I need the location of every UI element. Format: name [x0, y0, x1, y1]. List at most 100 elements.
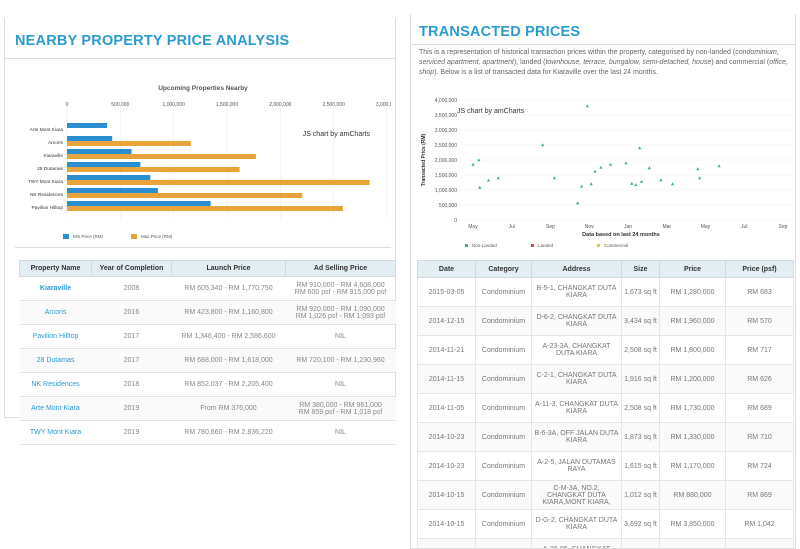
address-cell: C-2-1, CHANGKAT DUTA KIARA	[531, 364, 622, 394]
bar-max	[67, 141, 191, 146]
date-cell: 2014-10-07	[417, 538, 476, 548]
x-tick-label: 500,000	[111, 102, 129, 108]
table-row[interactable]: 28 Dutamas 2017 RM 688,000 - RM 1,618,000 R…	[19, 348, 396, 373]
ad-selling-price-cell: RM 720,100 - RM 1,230,960	[285, 348, 396, 373]
property-name-link[interactable]: Arcoris	[19, 300, 92, 325]
table-row[interactable]: Arte Mont Kiara 2019 From RM 376,000 RM 380…	[19, 396, 396, 421]
price-cell: RM 1,800,000	[659, 335, 726, 365]
category-cell: Condominium	[475, 451, 532, 481]
property-name-link[interactable]: Kiaraville	[19, 276, 92, 301]
size-cell: 1,873 sq ft	[621, 422, 660, 452]
y-tick-label: 500,000	[439, 203, 457, 209]
property-name-link[interactable]: Pavilion Hilltop	[19, 324, 92, 349]
data-point	[717, 164, 721, 168]
table-row[interactable]: Pavilion Hilltop 2017 RM 1,346,400 - RM 2,…	[19, 324, 396, 349]
year-cell: 2017	[91, 324, 172, 349]
panel-title: TRANSACTED PRICES	[419, 24, 581, 40]
y-category-label: Kiaraville	[44, 153, 64, 159]
bar-max	[67, 180, 370, 185]
data-point	[579, 184, 584, 188]
transactions-table: Date Category Address Size Price Price (psf) …	[417, 260, 794, 548]
column-header[interactable]: Year of Completion	[91, 260, 172, 277]
launch-price-cell: From RM 376,000	[171, 396, 286, 421]
price-psf-cell: RM 710	[725, 422, 794, 452]
column-header[interactable]: Category	[475, 260, 532, 278]
bar-chart-svg: Upcoming Properties Nearby 0 500,000 1,000,…	[28, 85, 398, 239]
data-point	[486, 178, 491, 182]
x-tick-label: May	[701, 224, 711, 230]
table-row: 2014-10-15 Condominium D-G-2, CHANGKAT DUT…	[417, 509, 794, 539]
column-header[interactable]: Address	[531, 260, 622, 278]
x-tick-label: Jul	[741, 224, 747, 230]
table-row[interactable]: TWY Mont Kiara 2019 RM 780,660 - RM 2,836,…	[19, 420, 396, 445]
x-tick-label: Sep	[779, 224, 788, 230]
data-point	[698, 176, 702, 180]
address-cell: A-2-5, JALAN DUTAMAS RAYA	[531, 451, 622, 481]
x-tick-label: 2,500,000	[323, 102, 345, 108]
date-cell: 2014-10-23	[417, 422, 476, 452]
y-tick-label: 1,000,000	[435, 188, 457, 194]
property-name-link[interactable]: Arte Mont Kiara	[19, 396, 92, 421]
table-row[interactable]: NK Residences 2018 RM 852,037 - RM 2,205,4…	[19, 372, 396, 397]
year-cell: 2018	[91, 372, 172, 397]
price-cell: RM 3,850,000	[659, 509, 726, 539]
year-cell: 2008	[91, 276, 172, 301]
bar-max	[67, 167, 240, 172]
price-cell: RM 1,330,000	[659, 422, 726, 452]
data-point	[471, 162, 475, 166]
price-cell: RM 880,000	[659, 480, 726, 510]
property-name-link[interactable]: NK Residences	[19, 372, 92, 397]
legend-label: Max Price (RM)	[141, 234, 173, 239]
divider	[411, 44, 795, 45]
table-row: 2014-10-07CondominiumA-26-05, CHANGKAT D…	[417, 538, 794, 548]
data-point	[496, 176, 500, 180]
x-tick-label: 1,000,000	[163, 102, 185, 108]
year-cell: 2019	[91, 396, 172, 421]
divider	[5, 58, 395, 59]
price-psf-cell: RM 749	[725, 538, 794, 548]
category-cell: Condominium	[475, 480, 532, 510]
data-point	[478, 185, 482, 189]
legend-swatch	[131, 234, 137, 239]
column-header[interactable]: Price (psf)	[725, 260, 794, 278]
table-row[interactable]: Arcoris 2016 RM 423,800 - RM 1,160,800 RM 9…	[19, 300, 396, 325]
price-cell: RM 1,280,000	[659, 277, 726, 307]
bar-min	[67, 162, 141, 167]
legend-label: Non-Landed	[472, 243, 497, 248]
data-point	[599, 165, 603, 169]
column-header[interactable]: Price	[659, 260, 726, 278]
column-header[interactable]: Ad Selling Price	[285, 260, 396, 277]
ad-selling-price-cell: RM 380,000 - RM 961,000 RM 859 psf - RM …	[285, 396, 396, 421]
table-row[interactable]: Kiaraville 2008 RM 605,340 - RM 1,770,750 R…	[19, 276, 396, 301]
price-cell: RM 1,210,000	[659, 538, 726, 548]
date-cell: 2014-11-15	[417, 364, 476, 394]
x-tick-label: 3,000,000	[376, 102, 391, 108]
launch-price-cell: RM 423,800 - RM 1,160,800	[171, 300, 286, 325]
y-tick-label: 3,000,000	[435, 128, 457, 134]
ad-selling-price-cell: RM 920,000 - RM 1,090,000 RM 1,026 psf -…	[285, 300, 396, 325]
column-header[interactable]: Size	[621, 260, 660, 278]
price-cell: RM 1,170,000	[659, 451, 726, 481]
table-row: 2014-10-23 Condominium B-6-3A, OFF JALAN D…	[417, 422, 794, 452]
column-header[interactable]: Launch Price	[171, 260, 286, 277]
column-header[interactable]: Property Name	[19, 260, 92, 277]
address-cell: C-M-3A, NO.2, CHANGKAT DUTA KIARA,MONT K…	[531, 480, 622, 510]
column-header[interactable]: Date	[417, 260, 476, 278]
price-psf-cell: RM 570	[725, 306, 794, 336]
size-cell: 1,673 sq ft	[621, 277, 660, 307]
property-name-link[interactable]: TWY Mont Kiara	[19, 420, 92, 445]
category-cell: Condominium	[475, 364, 532, 394]
nearby-bar-chart: Upcoming Properties Nearby 0 500,000 1,000,…	[15, 80, 398, 248]
size-cell: 1,615 sq ft	[621, 451, 660, 481]
ad-selling-price-cell: NIL	[285, 324, 396, 349]
table-header: Date Category Address Size Price Price (psf)	[417, 260, 794, 278]
data-point	[585, 104, 589, 108]
price-psf-cell: RM 869	[725, 480, 794, 510]
property-name-link[interactable]: 28 Dutamas	[19, 348, 92, 373]
scatter-chart-svg: 0 500,000 1,000,000 1,500,000 2,000,000 2,500…	[421, 98, 793, 248]
table-row: 2014-11-15 Condominium C-2-1, CHANGKAT DUT…	[417, 364, 794, 394]
bar-min	[67, 188, 158, 193]
y-tick-label: 4,000,000	[435, 98, 457, 104]
launch-price-cell: RM 852,037 - RM 2,205,400	[171, 372, 286, 397]
legend-label: Landed	[538, 243, 554, 248]
